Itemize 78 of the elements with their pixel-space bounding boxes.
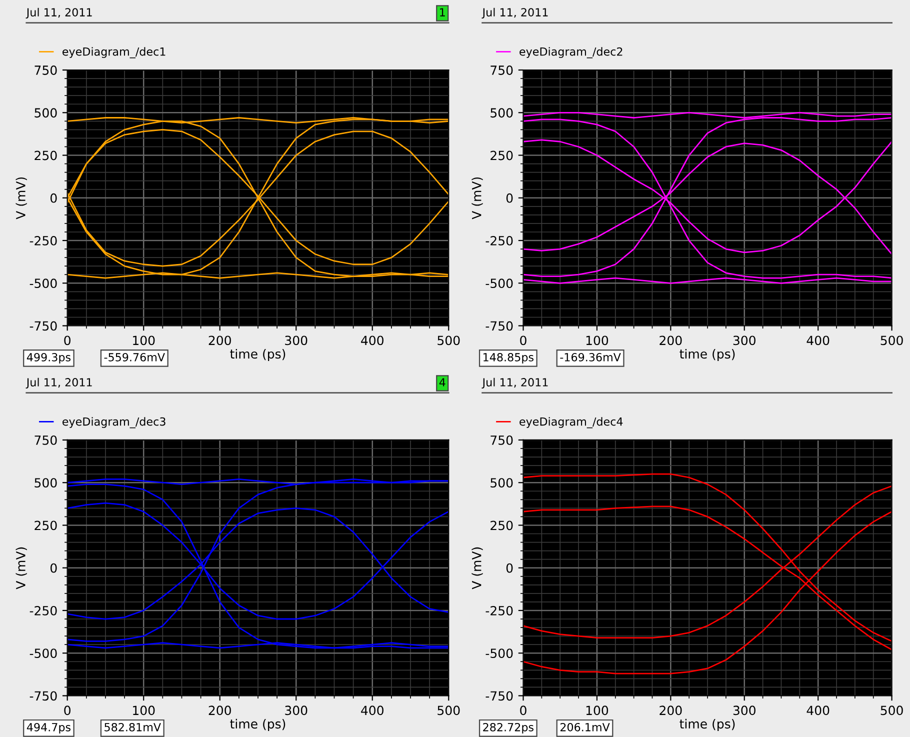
x-tick-label: 100 xyxy=(133,706,155,716)
y-tick-label: 500 xyxy=(490,478,513,488)
x-tick-label: 200 xyxy=(208,706,231,716)
y-tick-label: -750 xyxy=(30,691,57,701)
text: 499.3ps xyxy=(26,353,70,364)
text: 494.7ps xyxy=(26,722,70,734)
text: 206.1mV xyxy=(560,722,610,732)
y-axis-title: V (mV) xyxy=(472,547,483,590)
x-tick-label: 100 xyxy=(586,706,608,716)
x-tick-label: 0 xyxy=(520,336,526,346)
y-tick-label: 750 xyxy=(34,435,57,445)
text: 1 xyxy=(440,8,445,16)
y-tick-label: 750 xyxy=(34,65,57,75)
y-tick-label: -500 xyxy=(30,648,57,658)
text: 282.72ps xyxy=(483,722,534,734)
y-tick-label: 500 xyxy=(34,108,57,118)
chart-title: Jul 11, 2011 xyxy=(482,8,548,19)
legend-label: eyeDiagram_/dec4 xyxy=(520,417,623,428)
y-tick-label: -250 xyxy=(30,236,57,246)
y-tick-label: 0 xyxy=(506,563,513,573)
y-tick-label: -250 xyxy=(486,606,513,616)
y-tick-label: 250 xyxy=(490,520,513,530)
y-tick-label: -750 xyxy=(486,691,513,701)
x-tick-label: 300 xyxy=(733,336,756,346)
y-tick-label: 500 xyxy=(34,478,57,488)
text: -169.36mV xyxy=(560,353,621,362)
x-tick-label: 300 xyxy=(733,706,756,716)
x-axis-title: time (ps) xyxy=(680,718,735,732)
x-tick-label: 500 xyxy=(438,336,460,346)
y-tick-label: -500 xyxy=(30,278,57,288)
legend-label: eyeDiagram_/dec2 xyxy=(520,47,622,58)
y-tick-label: -250 xyxy=(30,606,57,616)
chart-title: Jul 11, 2011 xyxy=(26,8,92,19)
y-tick-label: -500 xyxy=(486,278,513,288)
y-tick-label: -750 xyxy=(30,321,57,331)
x-tick-label: 100 xyxy=(133,336,155,346)
x-tick-label: 500 xyxy=(438,706,460,716)
y-tick-label: 0 xyxy=(50,563,57,573)
y-tick-label: 250 xyxy=(490,150,513,160)
y-tick-label: 0 xyxy=(50,193,57,203)
x-tick-label: 300 xyxy=(285,706,308,716)
x-tick-label: 0 xyxy=(64,336,70,346)
text: 4 xyxy=(439,378,446,386)
x-tick-label: 0 xyxy=(64,706,70,716)
y-axis-title: V (mV) xyxy=(16,547,27,590)
x-tick-label: 400 xyxy=(806,706,830,716)
text: 148.85ps xyxy=(484,353,534,364)
x-tick-label: 400 xyxy=(806,336,830,346)
y-axis-title: V (mV) xyxy=(16,177,27,220)
text: 582.81mV xyxy=(104,722,161,732)
y-tick-label: -750 xyxy=(486,321,513,331)
y-tick-label: 250 xyxy=(34,520,57,530)
y-tick-label: -500 xyxy=(486,648,513,658)
y-tick-label: 750 xyxy=(490,65,513,75)
text: -559.76mV xyxy=(104,353,165,362)
x-axis-title: time (ps) xyxy=(230,718,286,732)
legend-label: eyeDiagram_/dec1 xyxy=(62,47,166,58)
x-tick-label: 200 xyxy=(660,336,682,346)
x-tick-label: 400 xyxy=(361,706,384,716)
x-axis-title: time (ps) xyxy=(680,348,735,362)
chart-title: Jul 11, 2011 xyxy=(482,378,548,389)
y-tick-label: 500 xyxy=(490,108,513,118)
y-tick-label: 0 xyxy=(506,193,513,203)
legend-label: eyeDiagram_/dec3 xyxy=(62,417,166,428)
chart-title: Jul 11, 2011 xyxy=(26,378,92,389)
y-tick-label: 750 xyxy=(490,435,513,445)
x-tick-label: 100 xyxy=(586,336,608,346)
y-axis-title: V (mV) xyxy=(472,177,483,220)
x-tick-label: 0 xyxy=(520,706,526,716)
x-tick-label: 300 xyxy=(285,336,308,346)
x-tick-label: 500 xyxy=(880,336,903,346)
x-tick-label: 200 xyxy=(208,336,231,346)
x-tick-label: 400 xyxy=(361,336,384,346)
x-tick-label: 500 xyxy=(880,706,903,716)
x-axis-title: time (ps) xyxy=(230,348,286,362)
x-tick-label: 200 xyxy=(660,706,682,716)
y-tick-label: 250 xyxy=(34,150,57,160)
y-tick-label: -250 xyxy=(486,236,513,246)
